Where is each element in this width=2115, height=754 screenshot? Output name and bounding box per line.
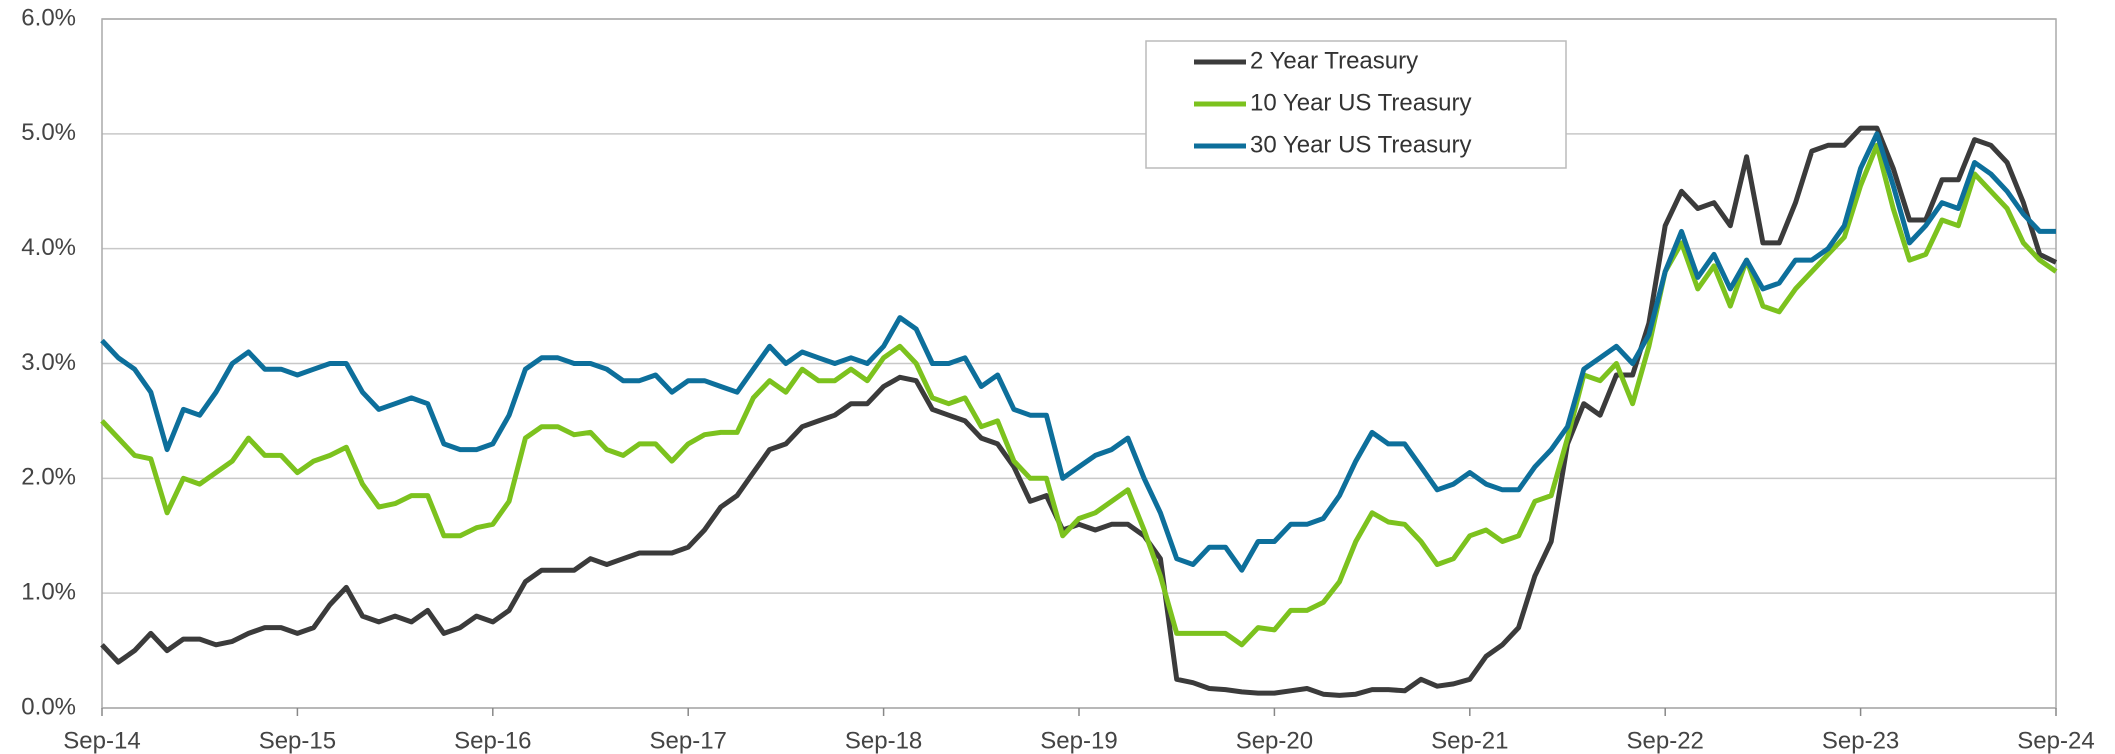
y-tick-label: 1.0%: [21, 579, 76, 606]
x-tick-label: Sep-20: [1236, 727, 1313, 754]
series-line: [100, 131, 2056, 573]
legend-label: 30 Year US Treasury: [1250, 131, 1471, 158]
x-tick-label: Sep-22: [1627, 727, 1704, 754]
y-tick-label: 4.0%: [21, 234, 76, 261]
series-line: [100, 125, 2058, 698]
y-tick-label: 0.0%: [21, 693, 76, 720]
x-tick-label: Sep-15: [259, 727, 336, 754]
x-tick-label: Sep-21: [1431, 727, 1508, 754]
x-tick-label: Sep-23: [1822, 727, 1899, 754]
legend-label: 2 Year Treasury: [1250, 47, 1418, 74]
x-tick-label: Sep-24: [2017, 727, 2094, 754]
y-tick-label: 2.0%: [21, 464, 76, 491]
legend-label: 10 Year US Treasury: [1250, 89, 1471, 116]
x-tick-label: Sep-17: [650, 727, 727, 754]
x-tick-label: Sep-14: [63, 727, 140, 754]
y-tick-label: 5.0%: [21, 119, 76, 146]
x-tick-label: Sep-16: [454, 727, 531, 754]
series-line: [100, 142, 2058, 648]
y-tick-label: 6.0%: [21, 4, 76, 31]
y-tick-label: 3.0%: [21, 349, 76, 376]
x-tick-label: Sep-19: [1040, 727, 1117, 754]
x-tick-label: Sep-18: [845, 727, 922, 754]
